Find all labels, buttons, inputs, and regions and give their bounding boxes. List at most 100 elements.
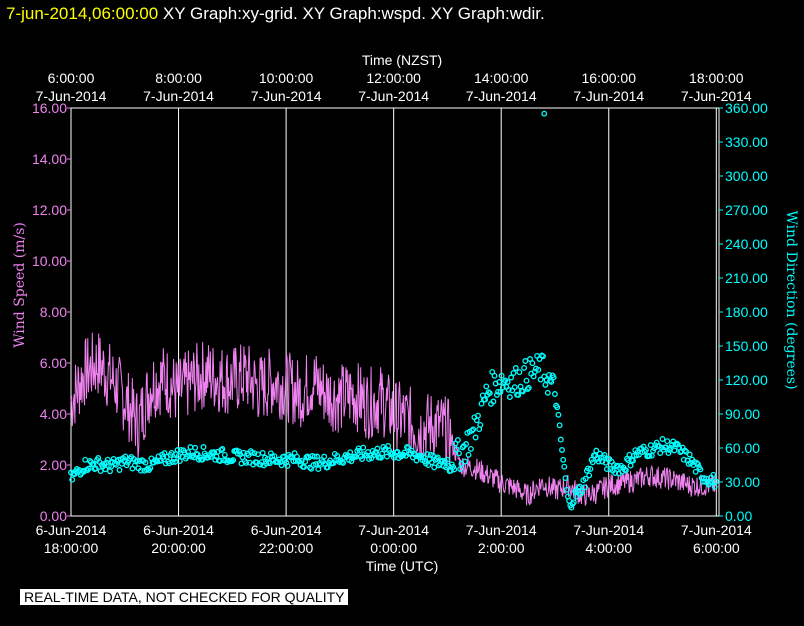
left-axis-ticks: 0.00 2.00 4.00 6.00 8.00 10.00 12.00 14.00 16.00 (32, 100, 71, 524)
wind-direction-point (547, 377, 554, 384)
wind-direction-point (540, 353, 546, 360)
wind-direction-point (174, 447, 181, 454)
wind-direction-point (85, 465, 92, 472)
wind-direction-point (544, 389, 551, 396)
wind-direction-point (92, 465, 99, 472)
left-axis-label: Wind Speed (m/s) (12, 222, 28, 348)
right-tick-label: 60.00 (725, 440, 760, 456)
wind-direction-point (579, 488, 586, 495)
wind-direction-point (373, 449, 380, 456)
top-tick-time: 14:00:00 (474, 70, 529, 86)
wind-direction-point (664, 438, 671, 445)
wind-direction-point (374, 445, 381, 452)
wind-direction-point (582, 475, 589, 482)
wind-direction-point (277, 459, 284, 466)
wind-direction-point (405, 444, 412, 451)
top-tick-time: 10:00:00 (259, 70, 314, 86)
right-tick-label: 300.00 (725, 168, 768, 184)
wind-direction-point (137, 467, 144, 474)
wind-direction-point (643, 446, 649, 453)
wind-direction-point (587, 465, 594, 472)
bottom-axis-label: Time (UTC) (366, 558, 439, 574)
wind-direction-point (169, 459, 176, 465)
wind-direction-point (104, 456, 111, 463)
right-tick-label: 0.00 (725, 508, 752, 524)
wind-direction-point (525, 384, 532, 391)
top-tick-date: 7-Jun-2014 (573, 88, 644, 104)
header-graph-3: XY Graph:wdir. (430, 4, 545, 23)
wind-direction-point (537, 376, 544, 383)
wind-direction-point (170, 456, 177, 463)
wind-direction-point (508, 374, 515, 381)
wind-direction-point (585, 465, 591, 472)
wind-direction-point (572, 488, 578, 495)
bottom-tick-time: 2:00:00 (478, 540, 525, 556)
wind-direction-point (491, 372, 498, 379)
wind-direction-point (425, 462, 432, 469)
wind-direction-point (301, 463, 308, 470)
wind-direction-point (603, 466, 610, 473)
wind-direction-point (630, 457, 636, 464)
bottom-tick-time: 4:00:00 (585, 540, 632, 556)
wind-direction-point (555, 411, 562, 418)
wind-direction-point (495, 388, 502, 395)
wind-direction-point (311, 453, 318, 460)
wind-direction-point (581, 484, 588, 491)
wind-direction-point (710, 471, 717, 478)
wind-direction-point (454, 437, 461, 443)
wind-direction-point (711, 483, 718, 490)
wind-direction-point (521, 364, 528, 371)
wind-direction-point (82, 456, 89, 463)
left-tick-label: 6.00 (40, 355, 67, 371)
wind-direction-point (622, 467, 629, 474)
wind-direction-point (523, 377, 530, 384)
right-tick-label: 120.00 (725, 372, 768, 388)
wind-direction-point (504, 379, 511, 385)
bottom-tick-date: 6-Jun-2014 (251, 522, 322, 538)
wind-direction-point (431, 464, 438, 471)
wind-direction-point (185, 449, 192, 456)
wind-direction-point (102, 466, 109, 473)
wind-direction-point (477, 421, 484, 428)
wind-direction-point (271, 453, 278, 460)
bottom-tick-date: 7-Jun-2014 (358, 522, 429, 538)
bottom-tick-time: 6:00:00 (693, 540, 740, 556)
wind-direction-point (115, 456, 122, 463)
wind-direction-point (347, 449, 354, 456)
bottom-tick-time: 22:00:00 (259, 540, 314, 556)
top-tick-time: 8:00:00 (155, 70, 202, 86)
top-axis-ticks: 6:00:00 7-Jun-2014 8:00:00 7-Jun-2014 10:00:… (36, 70, 752, 104)
wind-direction-point (659, 436, 666, 442)
header-graph-1: XY Graph:xy-grid. (162, 4, 298, 23)
wind-direction-point (657, 450, 664, 457)
wind-direction-point (559, 447, 565, 453)
wind-direction-point (573, 493, 580, 500)
wind-direction-point (456, 450, 462, 457)
right-tick-label: 270.00 (725, 202, 768, 218)
wind-direction-point (626, 451, 633, 458)
wind-direction-point (463, 441, 470, 447)
top-tick-date: 7-Jun-2014 (251, 88, 322, 104)
wind-direction-point (594, 455, 601, 462)
wind-direction-point (133, 458, 140, 465)
wind-direction-point (90, 461, 97, 467)
bottom-tick-date: 7-Jun-2014 (681, 522, 752, 538)
wind-direction-point (556, 422, 563, 429)
wind-direction-point (192, 444, 199, 451)
bottom-axis-ticks: 6-Jun-2014 18:00:00 6-Jun-2014 20:00:00 6-Ju… (36, 522, 752, 556)
wind-direction-point (356, 447, 363, 454)
wind-direction-point (420, 454, 427, 461)
wind-direction-point (240, 449, 247, 456)
wind-direction-point (221, 451, 228, 458)
wind-direction-point (546, 371, 552, 378)
wind-direction-point (69, 476, 76, 483)
wind-direction-point (543, 377, 550, 383)
wind-direction-point (693, 459, 700, 466)
wind-direction-point (433, 455, 440, 462)
wind-direction-point (142, 459, 149, 466)
top-tick-date: 7-Jun-2014 (681, 88, 752, 104)
wind-direction-point (475, 412, 481, 419)
wind-direction-point (348, 458, 355, 465)
top-tick-time: 12:00:00 (366, 70, 421, 86)
